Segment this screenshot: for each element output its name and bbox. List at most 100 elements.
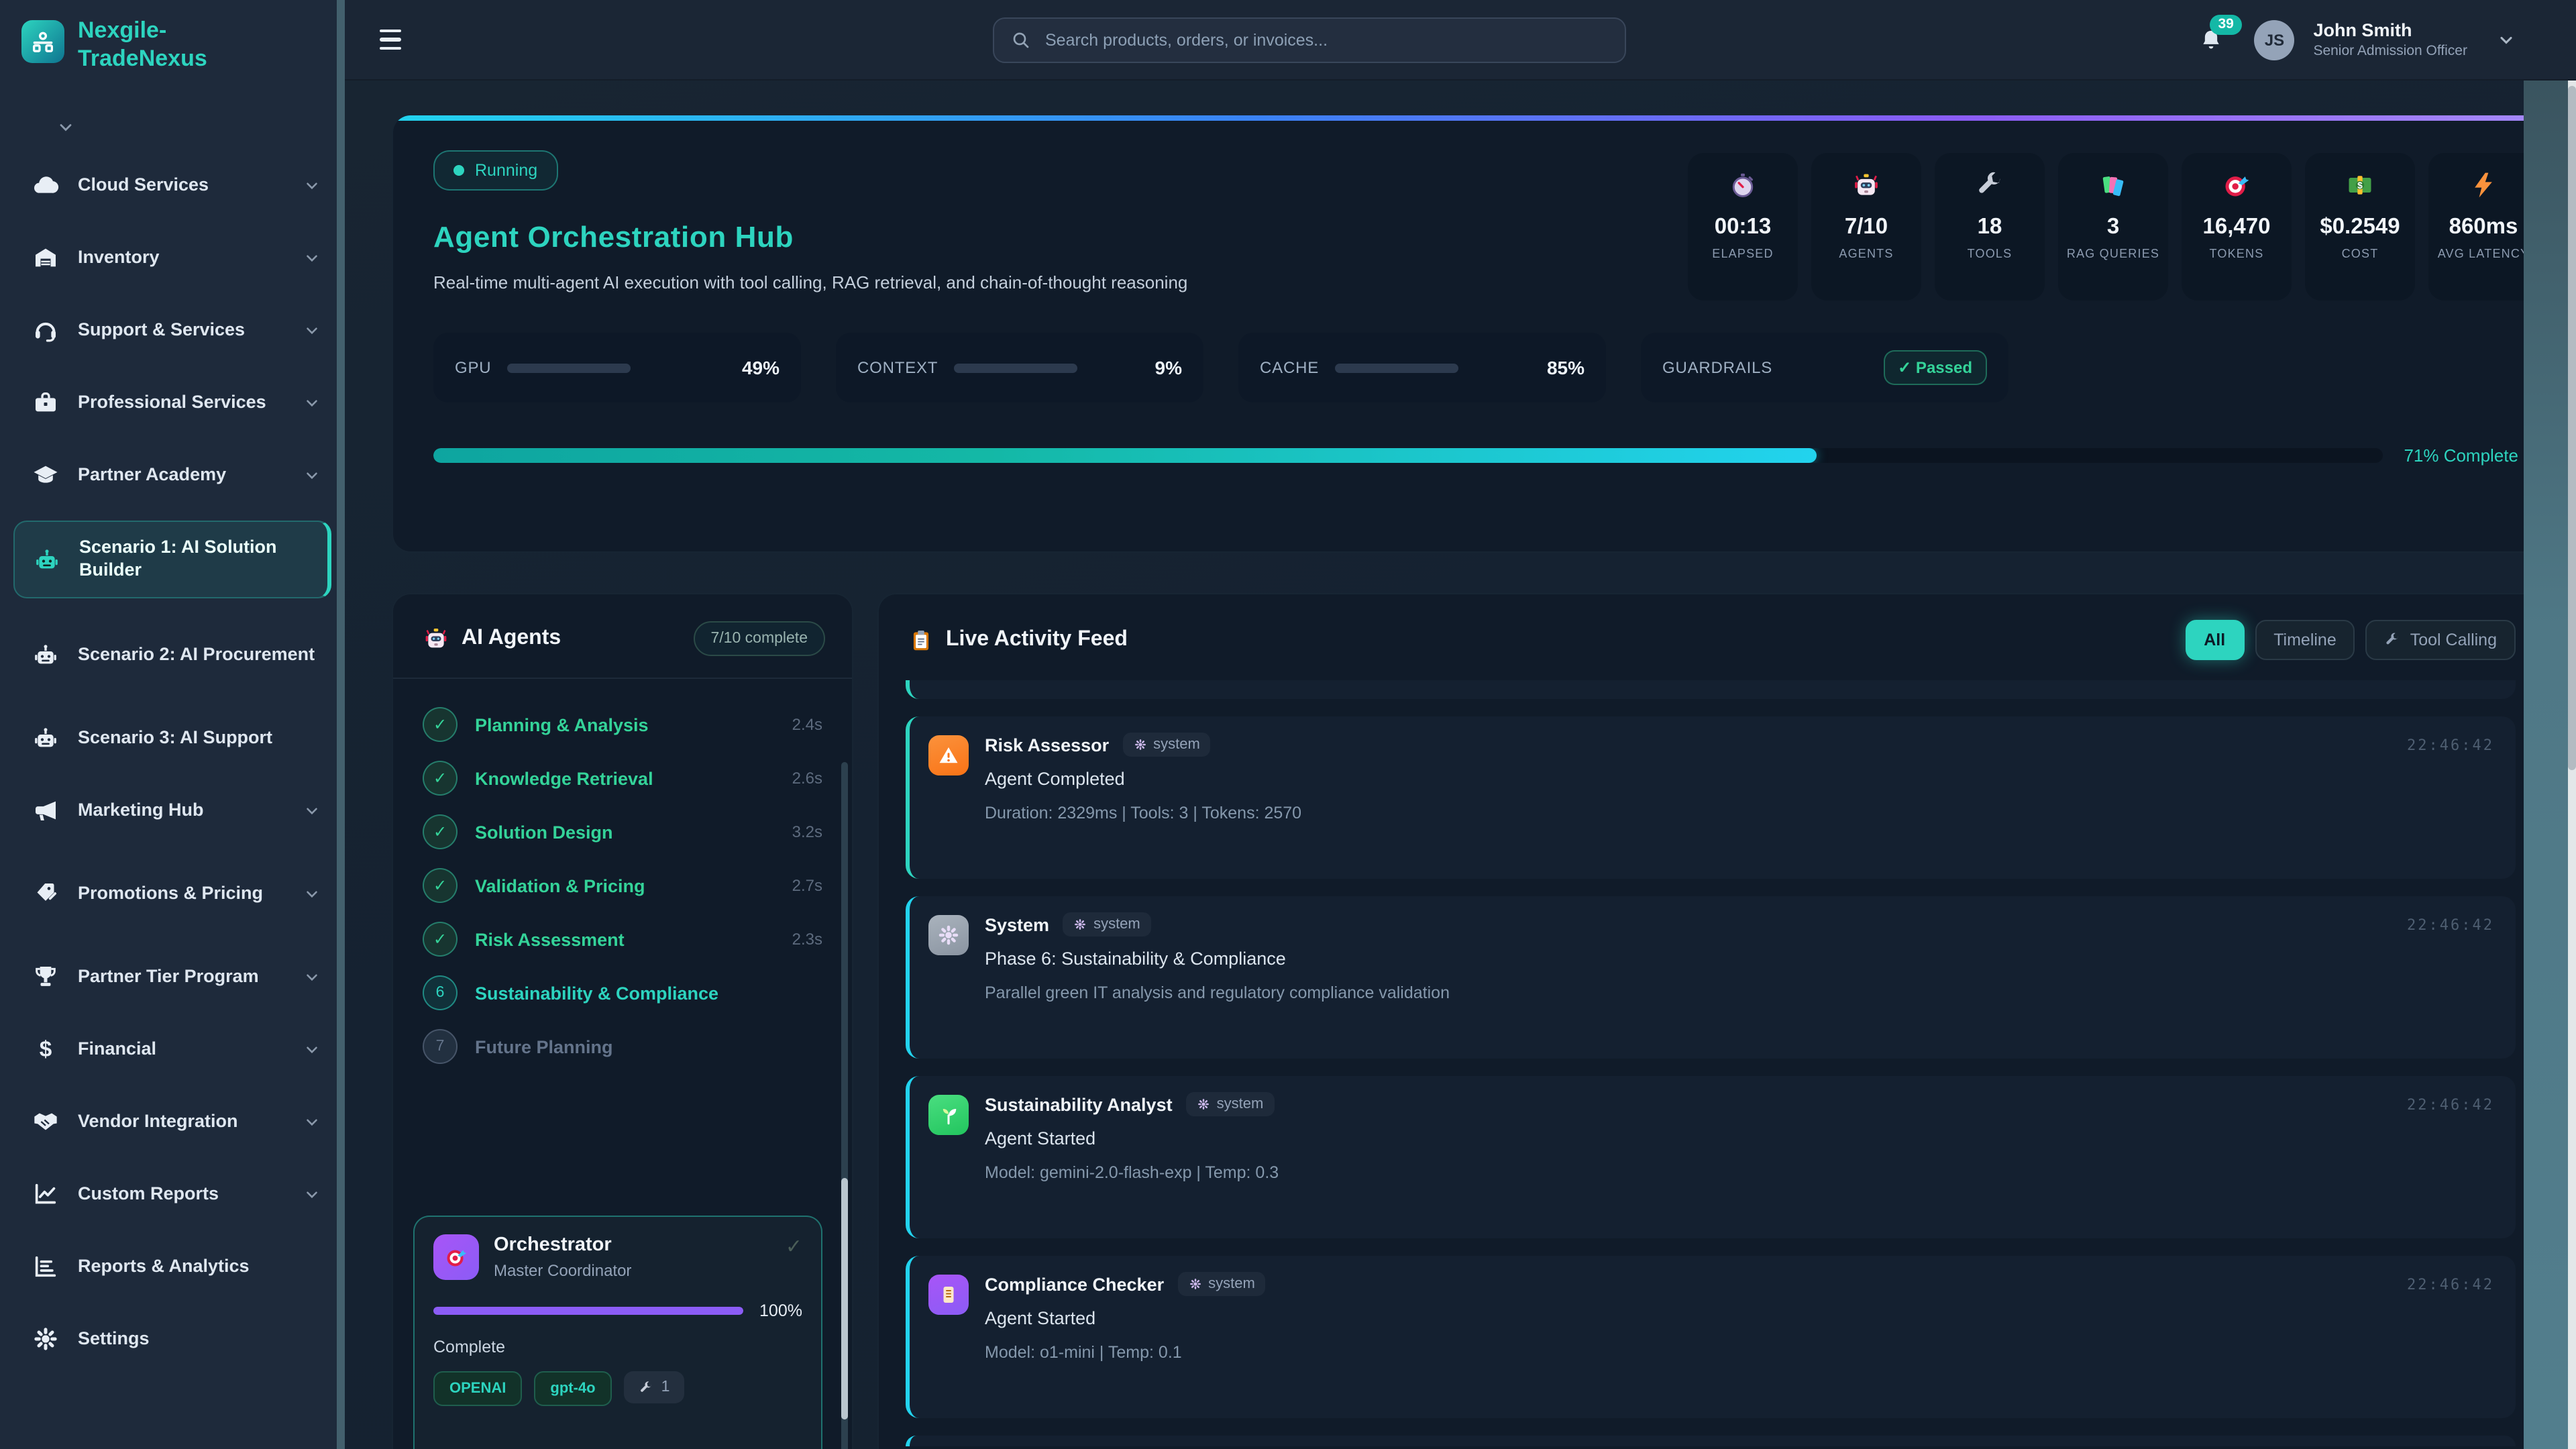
cache-progress-bar	[1335, 363, 1459, 372]
chevron-down-icon	[303, 1113, 321, 1130]
metric-context: CONTEXT 9%	[836, 333, 1203, 402]
sidebar-item-custom-reports[interactable]: Custom Reports	[13, 1167, 331, 1221]
chevron-down-icon	[303, 802, 321, 819]
page-scrollbar-thumb[interactable]	[2568, 86, 2576, 770]
ai-agents-panel: AI Agents 7/10 complete ✓ Planning & Ana…	[392, 593, 853, 1449]
stat-avg-latency: 860ms AVG LATENCY	[2428, 153, 2538, 301]
chevron-down-icon[interactable]	[2497, 30, 2516, 49]
sidebar-item-cloud-services[interactable]: Cloud Services	[13, 158, 331, 212]
agent-step-risk: ✓ Risk Assessment 2.3s	[393, 912, 852, 966]
feed-detail: Model: gemini-2.0-flash-exp | Temp: 0.3	[985, 1163, 1279, 1182]
gear-icon	[928, 915, 969, 955]
gear-icon	[1075, 919, 1085, 930]
tab-tool-calling[interactable]: Tool Calling	[2365, 620, 2516, 660]
agents-scrollbar-track[interactable]	[841, 762, 848, 1449]
feed-event: Agent Started	[985, 1308, 1096, 1328]
stat-tokens: 16,470 TOKENS	[2182, 153, 2292, 301]
chevron-down-icon	[303, 249, 321, 266]
metric-label: GPU	[455, 358, 492, 377]
sidebar-item-promotions-pricing[interactable]: Promotions & Pricing	[13, 856, 331, 931]
agent-step-future: 7 Future Planning	[393, 1020, 852, 1073]
gear-icon	[1189, 1279, 1201, 1289]
timestamp: 22:46:42	[2407, 916, 2494, 933]
check-icon: ✓	[785, 1236, 802, 1258]
metric-label: GUARDRAILS	[1662, 358, 1773, 377]
timestamp: 22:46:42	[2407, 736, 2494, 753]
progress-label: 71% Complete	[2404, 445, 2518, 466]
toolbox-icon	[32, 389, 59, 416]
sidebar-item-label: Professional Services	[78, 391, 266, 412]
main-content: Running Agent Orchestration Hub Real-tim…	[345, 80, 2576, 1449]
svg-text:$: $	[2357, 180, 2363, 191]
feed-entry-sustainability-analyst: Sustainability Analyst system 22:46:42 A…	[906, 1076, 2516, 1238]
sidebar-item-marketing-hub[interactable]: Marketing Hub	[13, 784, 331, 837]
stat-label: AGENTS	[1839, 247, 1894, 260]
sidebar-item-scenario-2[interactable]: Scenario 2: AI Procurement	[13, 617, 331, 692]
sidebar-item-vendor-integration[interactable]: Vendor Integration	[13, 1095, 331, 1148]
stopwatch-icon	[1688, 170, 1798, 203]
money-icon: $	[2305, 170, 2415, 203]
chevron-down-icon	[303, 968, 321, 985]
sidebar-item-partner-tier-program[interactable]: Partner Tier Program	[13, 950, 331, 1004]
sidebar-item-support-services[interactable]: Support & Services	[13, 303, 331, 357]
user-info[interactable]: John Smith Senior Admission Officer	[2313, 21, 2467, 58]
sidebar-item-scenario-1[interactable]: Scenario 1: AI Solution Builder	[13, 521, 331, 598]
agents-scrollbar-thumb[interactable]	[841, 1178, 848, 1419]
agent-step-sustainability: 6 Sustainability & Compliance	[393, 966, 852, 1020]
sidebar-item-reports-analytics[interactable]: Reports & Analytics	[13, 1240, 331, 1293]
metric-guardrails: GUARDRAILS ✓ Passed	[1641, 333, 2008, 402]
tab-all[interactable]: All	[2185, 620, 2245, 660]
feed-agent-name: Compliance Checker	[985, 1274, 1165, 1294]
chevron-down-icon	[303, 466, 321, 484]
sidebar-item-settings[interactable]: Settings	[13, 1312, 331, 1366]
sidebar-item-label: Support & Services	[78, 319, 246, 339]
sidebar-item-label: Marketing Hub	[78, 799, 204, 820]
chevron-down-icon	[303, 394, 321, 411]
system-badge: system	[1063, 912, 1151, 936]
status-dot-icon	[453, 165, 464, 176]
agent-step-list: ✓ Planning & Analysis 2.4s ✓ Knowledge R…	[393, 679, 852, 1073]
stat-value: 7/10	[1844, 215, 1888, 239]
feed-agent-name: Sustainability Analyst	[985, 1094, 1173, 1114]
notifications-button[interactable]: 39	[2198, 14, 2242, 53]
page-scrollbar-track[interactable]	[2568, 80, 2576, 1449]
sidebar-item-partner-academy[interactable]: Partner Academy	[13, 448, 331, 502]
sidebar-item-label: Scenario 3: AI Support	[78, 727, 273, 747]
metric-value: 9%	[1155, 357, 1182, 378]
stat-value: $0.2549	[2320, 215, 2400, 239]
sidebar-item-label: Partner Tier Program	[78, 965, 259, 986]
tool-count-tag: 1	[623, 1371, 685, 1403]
sidebar-item-label: Financial	[78, 1038, 157, 1059]
feed-entry-partial	[906, 1436, 2516, 1446]
system-badge: system	[1177, 1272, 1266, 1296]
tab-timeline[interactable]: Timeline	[2255, 620, 2355, 660]
agents-complete-badge: 7/10 complete	[693, 621, 825, 656]
feed-entry-risk-assessor: Risk Assessor system 22:46:42 Agent Comp…	[906, 716, 2516, 879]
sidebar-item-inventory[interactable]: Inventory	[13, 231, 331, 284]
feed-list: Risk Assessor system 22:46:42 Agent Comp…	[879, 680, 2542, 1446]
svg-text:$: $	[40, 1037, 52, 1062]
brand[interactable]: Nexgile- TradeNexus	[0, 0, 345, 80]
warehouse-icon	[32, 244, 59, 271]
sidebar-item-scenario-3[interactable]: Scenario 3: AI Support	[13, 711, 331, 765]
feed-agent-name: System	[985, 914, 1050, 934]
user-role: Senior Admission Officer	[2313, 42, 2467, 59]
system-badge: system	[1185, 1092, 1275, 1116]
menu-toggle-button[interactable]	[380, 29, 401, 50]
warning-icon	[928, 735, 969, 775]
sidebar-item-professional-services[interactable]: Professional Services	[13, 376, 331, 429]
check-icon: ✓	[423, 868, 458, 903]
sidebar-item-financial[interactable]: $ Financial	[13, 1022, 331, 1076]
robot-icon	[32, 641, 59, 668]
orchestration-hub-panel: Running Agent Orchestration Hub Real-tim…	[392, 114, 2573, 553]
overall-progress-bar	[433, 448, 2383, 463]
feed-agent-name: Risk Assessor	[985, 735, 1110, 755]
sidebar-scrollbar[interactable]	[337, 0, 345, 1449]
avatar[interactable]: JS	[2254, 19, 2295, 60]
search-input[interactable]	[1042, 29, 1609, 50]
stat-value: 860ms	[2449, 215, 2518, 239]
sidebar-item-label: Vendor Integration	[78, 1110, 238, 1131]
overall-progress: 71% Complete	[433, 445, 2534, 466]
stat-label: AVG LATENCY	[2437, 247, 2530, 260]
